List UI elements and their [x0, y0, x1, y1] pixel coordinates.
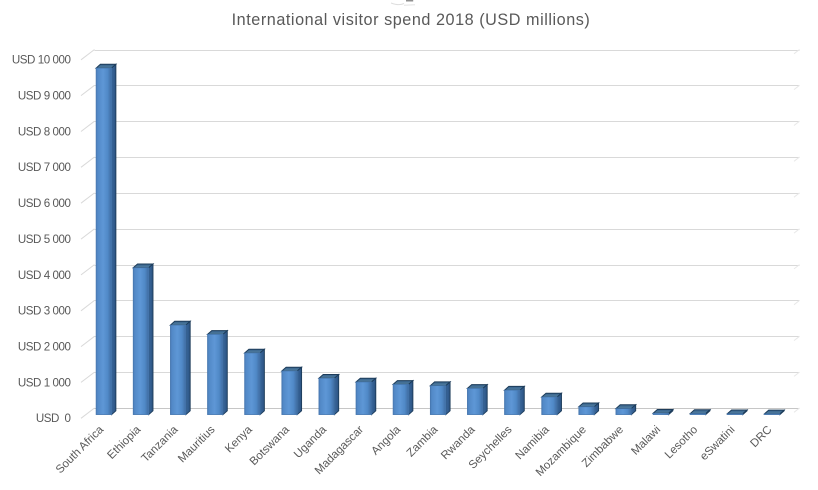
- svg-text:USD 0: USD 0: [36, 412, 71, 425]
- svg-text:USD 1 000: USD 1 000: [18, 376, 71, 389]
- svg-text:USD 7 000: USD 7 000: [18, 161, 71, 174]
- svg-text:USD 5 000: USD 5 000: [18, 233, 71, 246]
- svg-text:USD 3 000: USD 3 000: [18, 305, 71, 318]
- svg-text:USD 10 000: USD 10 000: [12, 54, 71, 67]
- svg-text:USD 2 000: USD 2 000: [18, 341, 71, 354]
- svg-text:DRC: DRC: [748, 424, 774, 450]
- svg-text:Mauritius: Mauritius: [176, 424, 218, 466]
- svg-text:Kenya: Kenya: [223, 423, 255, 455]
- svg-text:Ethiopia: Ethiopia: [105, 423, 143, 461]
- svg-text:USD 4 000: USD 4 000: [18, 269, 71, 282]
- svg-text:Lesotho: Lesotho: [663, 424, 700, 461]
- svg-text:Namibia: Namibia: [514, 423, 553, 462]
- svg-text:USD 9 000: USD 9 000: [18, 90, 71, 103]
- svg-text:Botswana: Botswana: [248, 423, 293, 468]
- svg-text:Uganda: Uganda: [292, 423, 329, 460]
- svg-text:South Africa: South Africa: [54, 423, 107, 476]
- svg-text:Rwanda: Rwanda: [439, 423, 478, 462]
- svg-text:Zambia: Zambia: [405, 423, 441, 459]
- svg-text:Angola: Angola: [369, 423, 403, 457]
- svg-text:USD 6 000: USD 6 000: [18, 197, 71, 210]
- svg-text:USD 8 000: USD 8 000: [18, 125, 71, 138]
- svg-text:International visitor spend 20: International visitor spend 2018 (USD mi…: [232, 11, 591, 29]
- svg-text:Tanzania: Tanzania: [139, 423, 180, 464]
- svg-text:eSwatini: eSwatini: [698, 424, 737, 463]
- svg-text:Malawi: Malawi: [629, 424, 663, 458]
